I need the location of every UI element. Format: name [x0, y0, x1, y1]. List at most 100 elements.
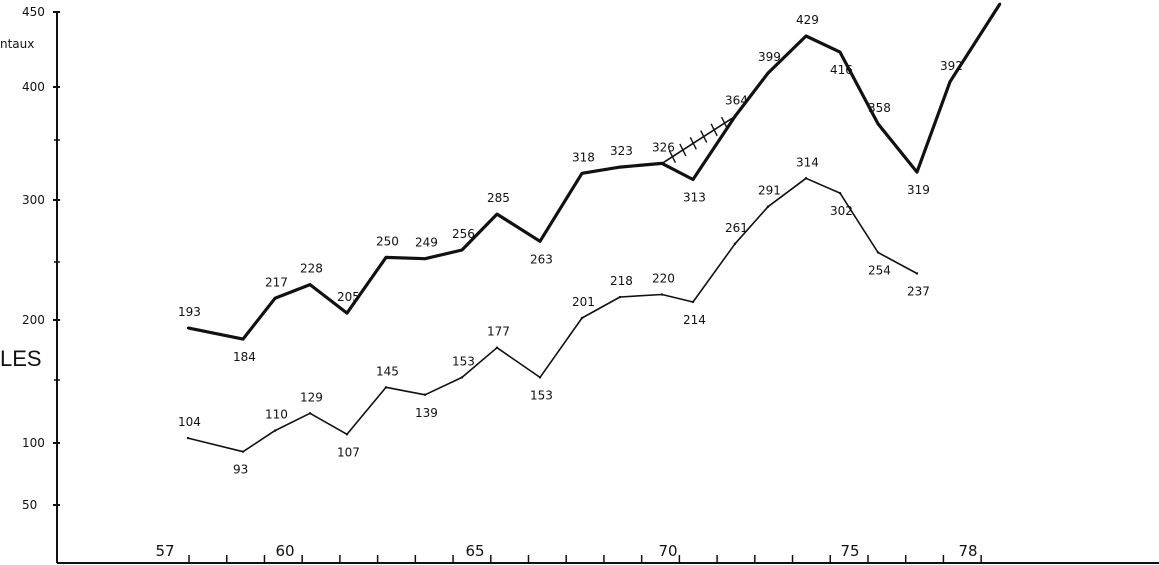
data-label: 256: [452, 227, 475, 241]
data-point: [660, 293, 664, 296]
data-label: 217: [265, 275, 288, 289]
x-tick-label: 57: [155, 542, 174, 560]
y-tick-label: 200: [22, 313, 45, 327]
data-point: [186, 436, 190, 440]
data-label: 314: [796, 155, 819, 169]
x-tick-label: 60: [275, 542, 294, 560]
data-point: [766, 71, 770, 75]
data-label: 218: [610, 274, 633, 288]
series-line-1: [187, 2, 1002, 341]
data-point: [308, 412, 312, 415]
y-axis-label: ntaux: [0, 37, 34, 51]
data-point: [495, 212, 499, 216]
x-tick-label: 70: [658, 542, 677, 560]
data-label: 326: [652, 140, 675, 154]
data-label: 429: [796, 13, 819, 27]
y-tick-label: 450: [22, 5, 45, 19]
data-label: 237: [907, 285, 930, 299]
data-label: 313: [683, 190, 706, 204]
data-point: [273, 429, 277, 432]
data-point: [384, 256, 388, 259]
y-tick-label: 300: [22, 193, 45, 207]
data-label: 319: [907, 183, 930, 197]
data-label: 104: [178, 415, 201, 429]
y-tick-label: 400: [22, 80, 45, 94]
data-point: [186, 326, 190, 330]
data-label: 129: [300, 390, 323, 404]
x-tick-label: 78: [958, 542, 977, 560]
data-label: 261: [725, 221, 748, 235]
data-point: [876, 122, 880, 126]
x-tick-label: 75: [840, 542, 859, 560]
data-point: [345, 433, 349, 436]
data-point: [273, 297, 277, 300]
data-point: [423, 257, 427, 260]
data-point: [345, 311, 349, 315]
hatch-mark: [679, 143, 687, 157]
data-label: 416: [830, 63, 853, 77]
data-label: 220: [652, 272, 675, 286]
hatch-mark: [700, 130, 708, 143]
data-label: 291: [758, 184, 781, 198]
data-point: [618, 165, 622, 169]
data-point: [241, 337, 245, 341]
data-point: [838, 50, 842, 54]
data-label: 177: [487, 325, 510, 339]
data-label: 358: [868, 101, 891, 115]
data-label: 254: [868, 263, 891, 277]
data-label: 399: [758, 50, 781, 64]
series-line-2: [187, 177, 918, 453]
data-label: 392: [940, 59, 963, 73]
data-label: 93: [233, 463, 248, 477]
data-label: 205: [337, 290, 360, 304]
data-label: 139: [415, 406, 438, 420]
data-label: 110: [265, 408, 288, 422]
data-point: [538, 376, 542, 379]
data-point: [691, 178, 695, 181]
data-point: [733, 242, 737, 246]
data-point: [998, 2, 1002, 6]
data-label: 153: [530, 388, 553, 402]
alt-segment-line: [661, 115, 736, 165]
hatch-mark: [720, 116, 729, 130]
data-point: [580, 316, 584, 320]
data-point: [948, 80, 952, 83]
data-label: 249: [415, 236, 438, 250]
data-label: 214: [683, 313, 706, 327]
data-point: [495, 346, 499, 349]
data-label: 107: [337, 445, 360, 459]
hatch-mark: [710, 123, 718, 137]
hatch-mark: [668, 150, 677, 164]
data-label: 285: [487, 191, 510, 205]
y-tick-label: 100: [22, 436, 45, 450]
data-label: 201: [572, 295, 595, 309]
data-point: [618, 295, 622, 299]
data-label: 228: [300, 262, 323, 276]
data-point: [915, 170, 919, 174]
data-point: [384, 386, 388, 389]
data-label: 323: [610, 144, 633, 158]
y-tick-label: 50: [22, 498, 37, 512]
axes: 450 400 300 200 100 50 57 60 65 70 75 78: [22, 5, 1159, 564]
data-label: 193: [178, 305, 201, 319]
data-point: [423, 393, 427, 396]
side-label: LES: [0, 346, 42, 371]
data-point: [538, 240, 542, 243]
data-point: [460, 376, 464, 379]
data-label: 145: [376, 364, 399, 378]
data-point: [915, 272, 919, 275]
data-point: [876, 251, 880, 254]
data-label: 184: [233, 350, 256, 364]
hatch-mark: [689, 136, 697, 150]
data-label: 318: [572, 150, 595, 164]
data-label: 250: [376, 234, 399, 248]
data-point: [308, 283, 312, 286]
series-layer: [186, 2, 1002, 453]
x-tick-label: 65: [465, 542, 484, 560]
data-point: [838, 191, 842, 195]
data-point: [460, 248, 464, 252]
data-label: 153: [452, 354, 475, 368]
data-label: 302: [830, 204, 853, 218]
